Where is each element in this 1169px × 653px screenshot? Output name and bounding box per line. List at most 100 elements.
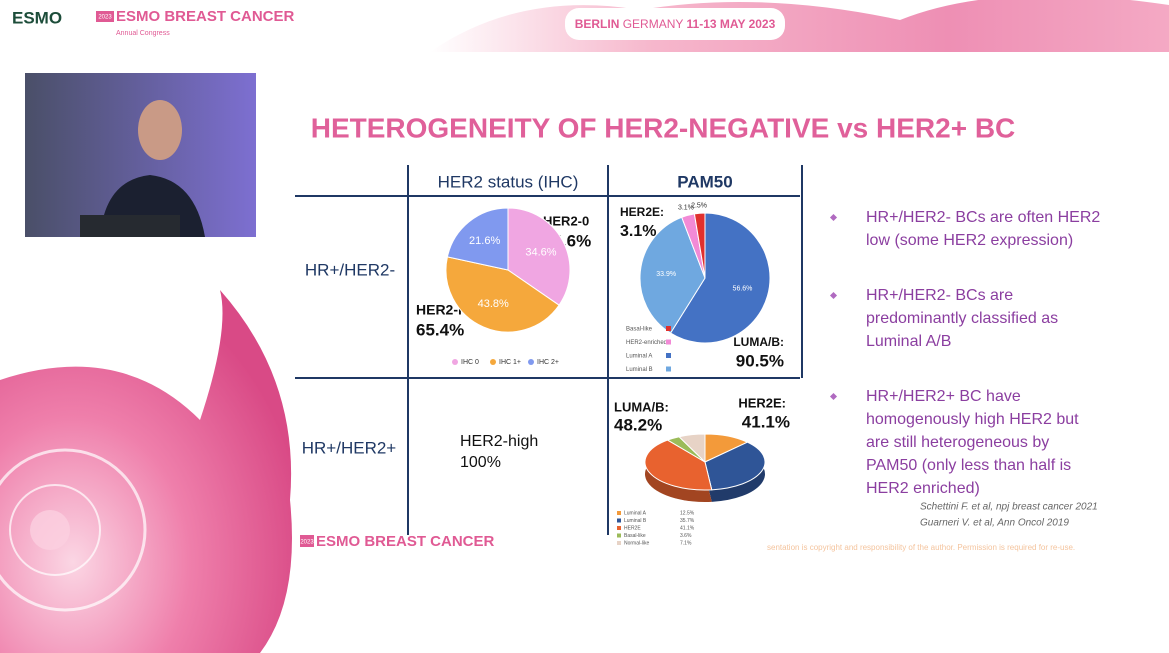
location: BERLIN GERMANY 11-13 MAY 2023 xyxy=(575,17,776,31)
rose-art xyxy=(0,290,292,653)
location-box xyxy=(565,8,785,40)
pie-value-label: 21.6% xyxy=(469,235,500,247)
callout-value: 3.1% xyxy=(620,223,656,240)
legend-swatch xyxy=(666,326,671,331)
callout-label: LUMA/B: xyxy=(733,335,784,349)
pie-slice xyxy=(704,441,766,491)
legend-swatch xyxy=(666,366,671,372)
lectern xyxy=(80,215,180,237)
legend-label: Basal-like xyxy=(624,533,646,539)
slide-title: HETEROGENEITY OF HER2-NEGATIVE vs HER2+ … xyxy=(311,112,1016,143)
her2-high-label: HER2-high xyxy=(460,433,538,450)
callout-label: HER2E: xyxy=(620,205,664,219)
legend-label: IHC 2+ xyxy=(537,359,559,366)
callout-value: 90.5% xyxy=(736,351,784,370)
pie-value-label: 33.9% xyxy=(656,271,676,278)
legend-swatch xyxy=(617,518,621,523)
legend-swatch xyxy=(490,359,496,365)
callout-value: 41.1% xyxy=(742,412,790,431)
speaker-head xyxy=(138,100,182,160)
country: GERMANY xyxy=(623,17,684,31)
bullet-marker xyxy=(829,392,838,401)
reference: Schettini F. et al, npj breast cancer 20… xyxy=(920,502,1098,513)
legend-label: Luminal B xyxy=(624,518,647,524)
bullet-list: HR+/HER2- BCs are often HER2 low (some HE… xyxy=(829,209,1100,497)
bullet-text: HER2 enriched) xyxy=(866,480,980,497)
disclaimer: sentation is copyright and responsibilit… xyxy=(767,543,1075,552)
footer-year-box xyxy=(300,535,314,547)
legend-swatch xyxy=(617,541,621,545)
rose-center xyxy=(30,510,70,550)
callout-value: 65.4% xyxy=(416,320,464,339)
bullet-marker xyxy=(829,291,838,300)
pie-slice xyxy=(446,207,509,271)
footer-event: ESMO BREAST CANCER xyxy=(316,533,495,550)
pie-value-label: 2.5% xyxy=(691,202,707,209)
pie-slice xyxy=(693,212,706,279)
legend-swatch xyxy=(666,339,671,345)
bullet-text: low (some HER2 expression) xyxy=(866,232,1073,249)
pie-slice xyxy=(644,439,713,491)
callout-label: LUMA/B: xyxy=(614,399,669,414)
pie-slice xyxy=(669,212,771,344)
pie-slice xyxy=(639,216,706,334)
pie-slice xyxy=(445,256,560,333)
legend-label: HER2E xyxy=(624,525,641,531)
pie-value-label: 56.6% xyxy=(733,286,753,293)
legend-label: IHC 1+ xyxy=(499,359,521,366)
bullet-text: homogenously high HER2 but xyxy=(866,411,1079,428)
pie-value-label: 3.1% xyxy=(678,205,694,212)
legend-value: 35.7% xyxy=(680,518,695,524)
legend-swatch xyxy=(452,359,458,365)
pie-slice xyxy=(507,207,571,306)
pie-value-label: 43.8% xyxy=(478,298,509,310)
bullet-text: HR+/HER2- BCs are xyxy=(866,287,1013,304)
bullet-text: HR+/HER2- BCs are often HER2 xyxy=(866,209,1100,226)
bullet-marker xyxy=(829,213,838,222)
legend-label: IHC 0 xyxy=(461,359,479,366)
column-header: PAM50 xyxy=(677,172,732,191)
pie-value-label: 34.6% xyxy=(525,247,556,259)
bullet-text: predominantly classified as xyxy=(866,310,1058,327)
row-header: HR+/HER2- xyxy=(305,260,395,279)
callout-value: 48.2% xyxy=(614,415,662,434)
legend-swatch xyxy=(666,353,671,358)
event-name: ESMO BREAST CANCER xyxy=(116,8,295,25)
year-box xyxy=(96,11,114,22)
her2-high-value: 100% xyxy=(460,454,501,471)
bullet-text: are still heterogeneous by xyxy=(866,434,1049,451)
legend-swatch xyxy=(617,526,621,530)
legend-swatch xyxy=(617,533,621,538)
reference: Guarneri V. et al, Ann Oncol 2019 xyxy=(920,518,1069,529)
row-header: HR+/HER2+ xyxy=(302,438,397,457)
footer-year: 2023 xyxy=(300,540,314,546)
rose-ring xyxy=(0,448,147,612)
legend-value: 41.1% xyxy=(680,525,695,531)
legend-label: HER2-enriched xyxy=(626,340,667,346)
bullet-text: Luminal A/B xyxy=(866,333,951,350)
legend-label: Normal-like xyxy=(624,540,650,546)
legend-value: 12.5% xyxy=(680,510,695,516)
bullet-text: PAM50 (only less than half is xyxy=(866,457,1071,474)
rose-ring xyxy=(9,484,101,576)
pie-slice xyxy=(678,433,706,464)
legend-label: Luminal A xyxy=(626,354,652,360)
callout-label: HER2-0 xyxy=(543,213,589,228)
city: BERLIN xyxy=(575,17,620,31)
legend-label: Basal-like xyxy=(626,327,653,333)
legend-value: 3.6% xyxy=(680,533,692,539)
legend-label: Luminal B xyxy=(626,367,653,373)
column-header: HER2 status (IHC) xyxy=(438,172,579,191)
logo: ESMO xyxy=(12,8,62,27)
legend-value: 7.1% xyxy=(680,540,692,546)
legend-swatch xyxy=(617,511,621,515)
header-year: 2023 xyxy=(98,15,112,21)
dates: 11-13 MAY 2023 xyxy=(687,17,776,31)
legend-label: Luminal A xyxy=(624,510,647,516)
legend-swatch xyxy=(528,359,534,365)
bullet-text: HR+/HER2+ BC have xyxy=(866,388,1021,405)
event-subtitle: Annual Congress xyxy=(116,30,170,37)
callout-label: HER2E: xyxy=(738,395,786,410)
